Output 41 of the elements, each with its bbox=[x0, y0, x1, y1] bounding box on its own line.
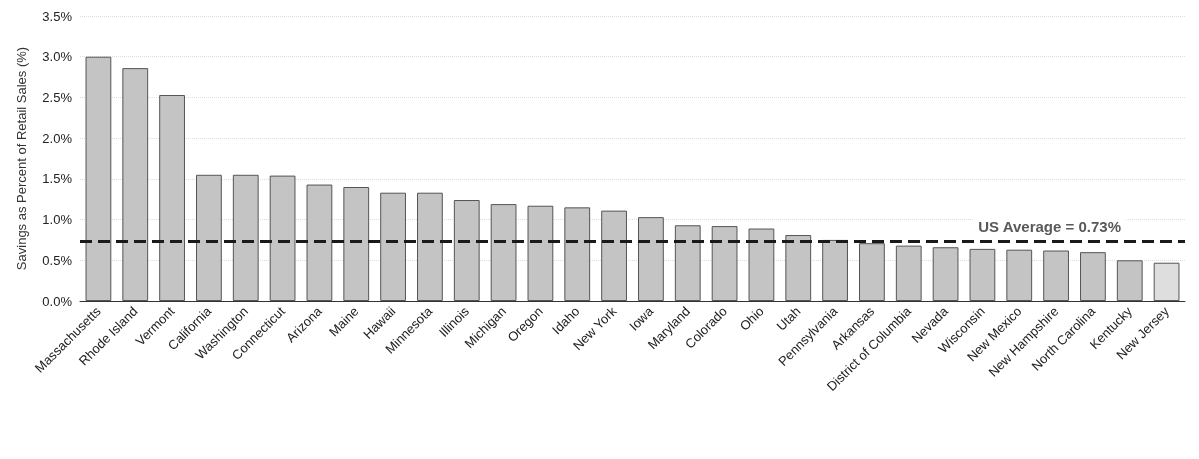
bar bbox=[1116, 260, 1143, 301]
bar bbox=[269, 175, 296, 301]
bar bbox=[453, 200, 480, 301]
ref-line-label: US Average = 0.73% bbox=[978, 217, 1121, 235]
bar bbox=[822, 239, 848, 301]
bar bbox=[932, 247, 959, 301]
bar bbox=[232, 174, 259, 301]
bar bbox=[711, 226, 738, 301]
bar bbox=[638, 217, 664, 301]
bar bbox=[1080, 252, 1106, 301]
bar bbox=[1043, 250, 1069, 301]
bar bbox=[674, 225, 701, 301]
x-tick-label: Ohio bbox=[736, 303, 767, 334]
bar bbox=[343, 187, 370, 301]
bar bbox=[159, 94, 185, 301]
bar bbox=[859, 243, 885, 301]
bar bbox=[895, 245, 922, 301]
y-tick-label: 3.0% bbox=[42, 49, 73, 65]
bar bbox=[85, 56, 112, 301]
bar bbox=[601, 210, 627, 301]
bar bbox=[969, 248, 996, 301]
bar bbox=[748, 228, 775, 301]
bar bbox=[564, 207, 591, 301]
bar bbox=[1153, 262, 1180, 301]
bar bbox=[527, 205, 554, 301]
y-tick-label: 0.0% bbox=[42, 293, 73, 309]
bar bbox=[490, 204, 517, 301]
y-tick-label: 2.0% bbox=[42, 130, 73, 146]
y-tick-label: 3.5% bbox=[42, 8, 73, 24]
bar bbox=[306, 184, 333, 301]
bar bbox=[1006, 249, 1033, 301]
bar bbox=[380, 192, 406, 301]
bar bbox=[196, 174, 222, 301]
bar bbox=[785, 235, 812, 301]
y-tick-label: 1.0% bbox=[42, 212, 73, 228]
y-tick-label: 2.5% bbox=[42, 89, 73, 105]
bar bbox=[417, 192, 443, 301]
bar bbox=[122, 68, 149, 301]
y-tick-label: 1.5% bbox=[42, 171, 73, 187]
y-axis-title: Savings as Percent of Retail Sales (%) bbox=[14, 46, 29, 271]
y-tick-label: 0.5% bbox=[42, 252, 73, 268]
